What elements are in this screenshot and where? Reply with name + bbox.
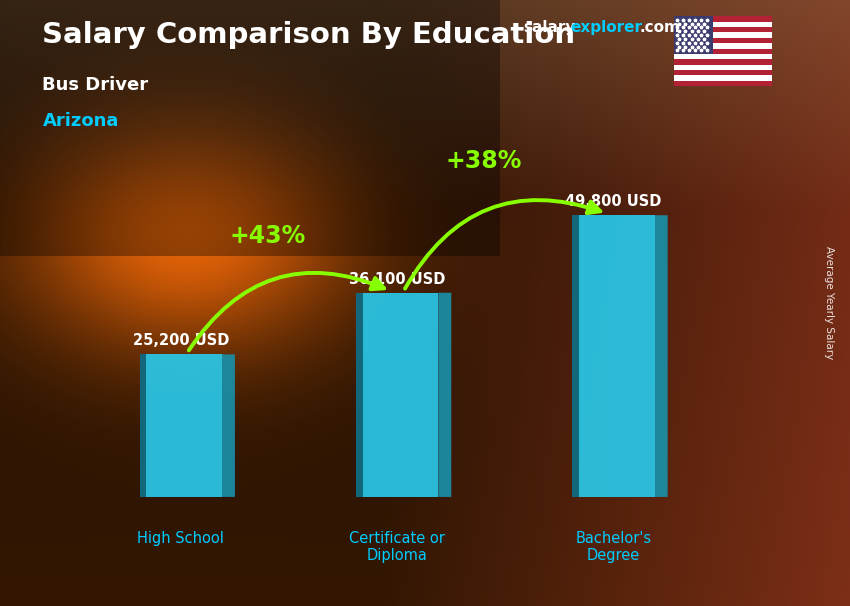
Bar [674, 70, 772, 75]
Text: 36,100 USD: 36,100 USD [349, 271, 445, 287]
Bar [356, 293, 439, 497]
Bar [674, 54, 772, 59]
Bar [674, 16, 772, 22]
Text: explorer: explorer [570, 20, 643, 35]
Bar [674, 75, 772, 81]
Polygon shape [439, 293, 451, 497]
Bar [572, 215, 579, 497]
Bar [356, 293, 363, 497]
Bar [674, 65, 772, 70]
Bar [674, 16, 713, 54]
Bar [572, 215, 654, 497]
Text: salary: salary [523, 20, 575, 35]
Text: Salary Comparison By Education: Salary Comparison By Education [42, 21, 575, 49]
Bar [674, 81, 772, 86]
Bar [674, 59, 772, 65]
Bar [674, 43, 772, 48]
Polygon shape [222, 355, 235, 497]
Text: Certificate or
Diploma: Certificate or Diploma [349, 531, 445, 563]
Text: +43%: +43% [230, 224, 305, 248]
Polygon shape [654, 215, 667, 497]
Bar [0, 0, 500, 256]
Bar [674, 33, 772, 38]
Bar [139, 355, 222, 497]
Text: 25,200 USD: 25,200 USD [133, 333, 229, 348]
Text: .com: .com [639, 20, 680, 35]
Text: +38%: +38% [445, 149, 522, 173]
Bar [674, 38, 772, 43]
Text: Bus Driver: Bus Driver [42, 76, 149, 94]
Text: Bachelor's
Degree: Bachelor's Degree [575, 531, 652, 563]
Text: Arizona: Arizona [42, 112, 119, 130]
Bar [674, 48, 772, 54]
Bar [139, 355, 146, 497]
Text: 49,800 USD: 49,800 USD [565, 194, 662, 209]
Text: High School: High School [138, 531, 224, 546]
Text: Average Yearly Salary: Average Yearly Salary [824, 247, 834, 359]
Bar [674, 27, 772, 33]
Bar [674, 22, 772, 27]
